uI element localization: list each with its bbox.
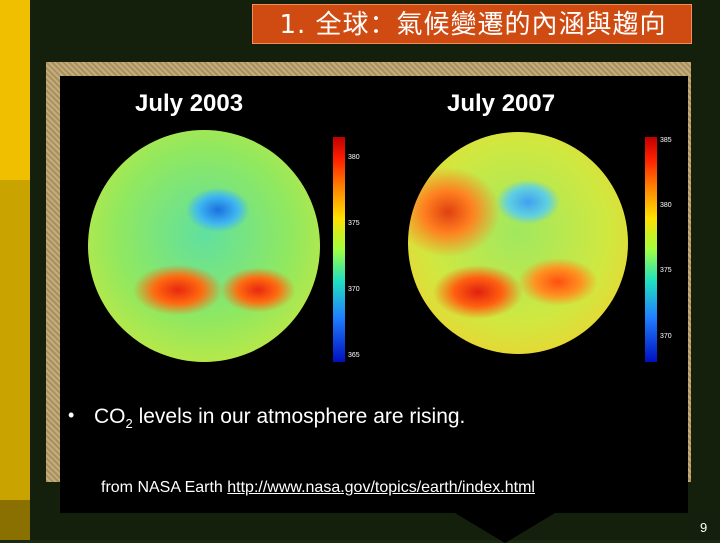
bottom-notch — [455, 513, 555, 543]
source-link[interactable]: http://www.nasa.gov/topics/earth/index.h… — [227, 479, 535, 496]
left-accent-bar-bottom — [0, 500, 30, 540]
right-colorbar-tick: 370 — [660, 333, 672, 340]
left-colorbar-tick: 365 — [348, 352, 360, 359]
right-map-title: July 2007 — [447, 90, 556, 117]
bullet-dot: • — [68, 405, 75, 425]
right-globe-map — [408, 132, 628, 354]
left-colorbar-tick: 375 — [348, 220, 360, 227]
source-line: from NASA Earth http://www.nasa.gov/topi… — [101, 479, 535, 497]
left-accent-bar-top — [0, 0, 30, 180]
left-colorbar-tick: 370 — [348, 286, 360, 293]
page-number: 9 — [700, 520, 708, 535]
slide-title: 1. 全球：氣候變遷的內涵與趨向 — [279, 10, 667, 40]
left-colorbar-tick: 380 — [348, 154, 360, 161]
bullet-text: CO2 levels in our atmosphere are rising. — [94, 405, 465, 431]
right-colorbar-tick: 380 — [660, 202, 672, 209]
right-colorbar — [645, 137, 657, 362]
left-globe-map — [88, 130, 320, 362]
left-map-title: July 2003 — [135, 90, 244, 117]
right-colorbar-tick: 375 — [660, 267, 672, 274]
right-colorbar-tick: 385 — [660, 137, 672, 144]
title-box: 1. 全球：氣候變遷的內涵與趨向 — [252, 4, 692, 44]
left-colorbar — [333, 137, 345, 362]
source-prefix: from NASA Earth — [101, 479, 228, 496]
bullet-suffix: levels in our atmosphere are rising. — [132, 405, 466, 428]
bullet-prefix: CO — [94, 405, 126, 428]
bullet-subscript: 2 — [125, 416, 133, 432]
